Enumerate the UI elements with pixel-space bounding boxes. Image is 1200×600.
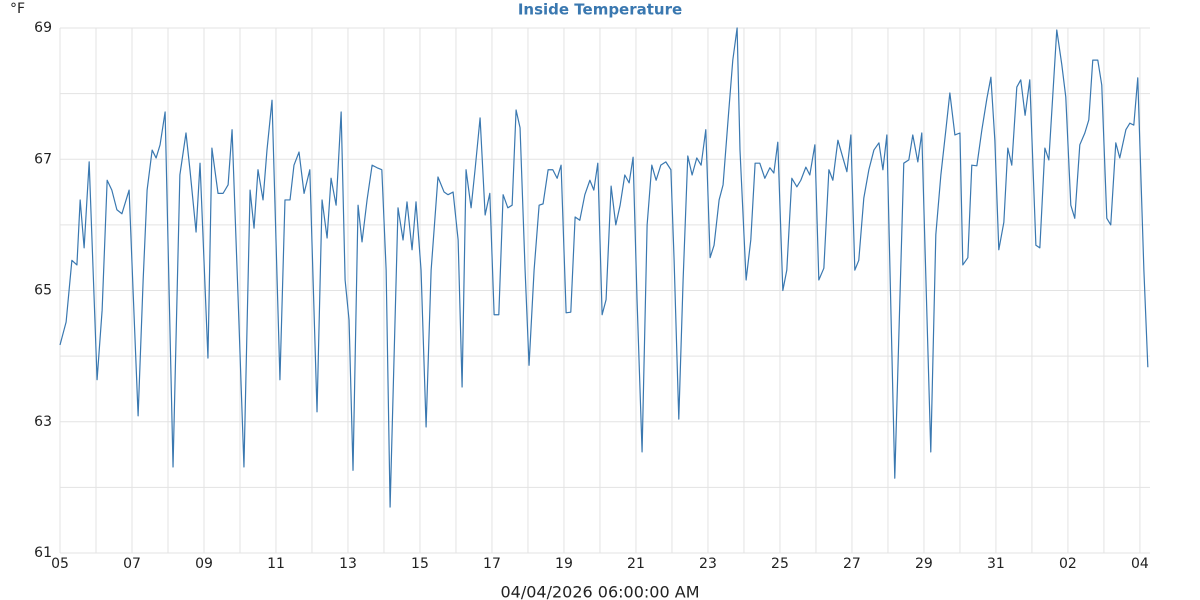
y-tick-label: 63 (34, 414, 52, 430)
x-tick-label: 07 (123, 556, 141, 572)
x-tick-label: 17 (483, 556, 501, 572)
y-tick-label: 61 (34, 545, 52, 561)
chart-title: Inside Temperature (518, 1, 682, 19)
y-tick-label: 69 (34, 20, 52, 36)
x-tick-label: 11 (267, 556, 285, 572)
x-tick-label: 05 (51, 556, 69, 572)
x-tick-label: 27 (843, 556, 861, 572)
x-tick-label: 29 (915, 556, 933, 572)
x-tick-label: 23 (699, 556, 717, 572)
x-tick-label: 19 (555, 556, 573, 572)
y-tick-label: 67 (34, 151, 52, 167)
x-tick-label: 25 (771, 556, 789, 572)
x-tick-label: 02 (1059, 556, 1077, 572)
x-tick-label: 31 (987, 556, 1005, 572)
temperature-line (59, 27, 1149, 508)
x-tick-label: 09 (195, 556, 213, 572)
x-tick-label: 04 (1131, 556, 1149, 572)
y-tick-label: 65 (34, 283, 52, 299)
x-tick-label: 21 (627, 556, 645, 572)
x-tick-label: 13 (339, 556, 357, 572)
x-axis-label: 04/04/2026 06:00:00 AM (501, 583, 700, 600)
x-tick-label: 15 (411, 556, 429, 572)
y-axis-label: °F (10, 1, 25, 17)
